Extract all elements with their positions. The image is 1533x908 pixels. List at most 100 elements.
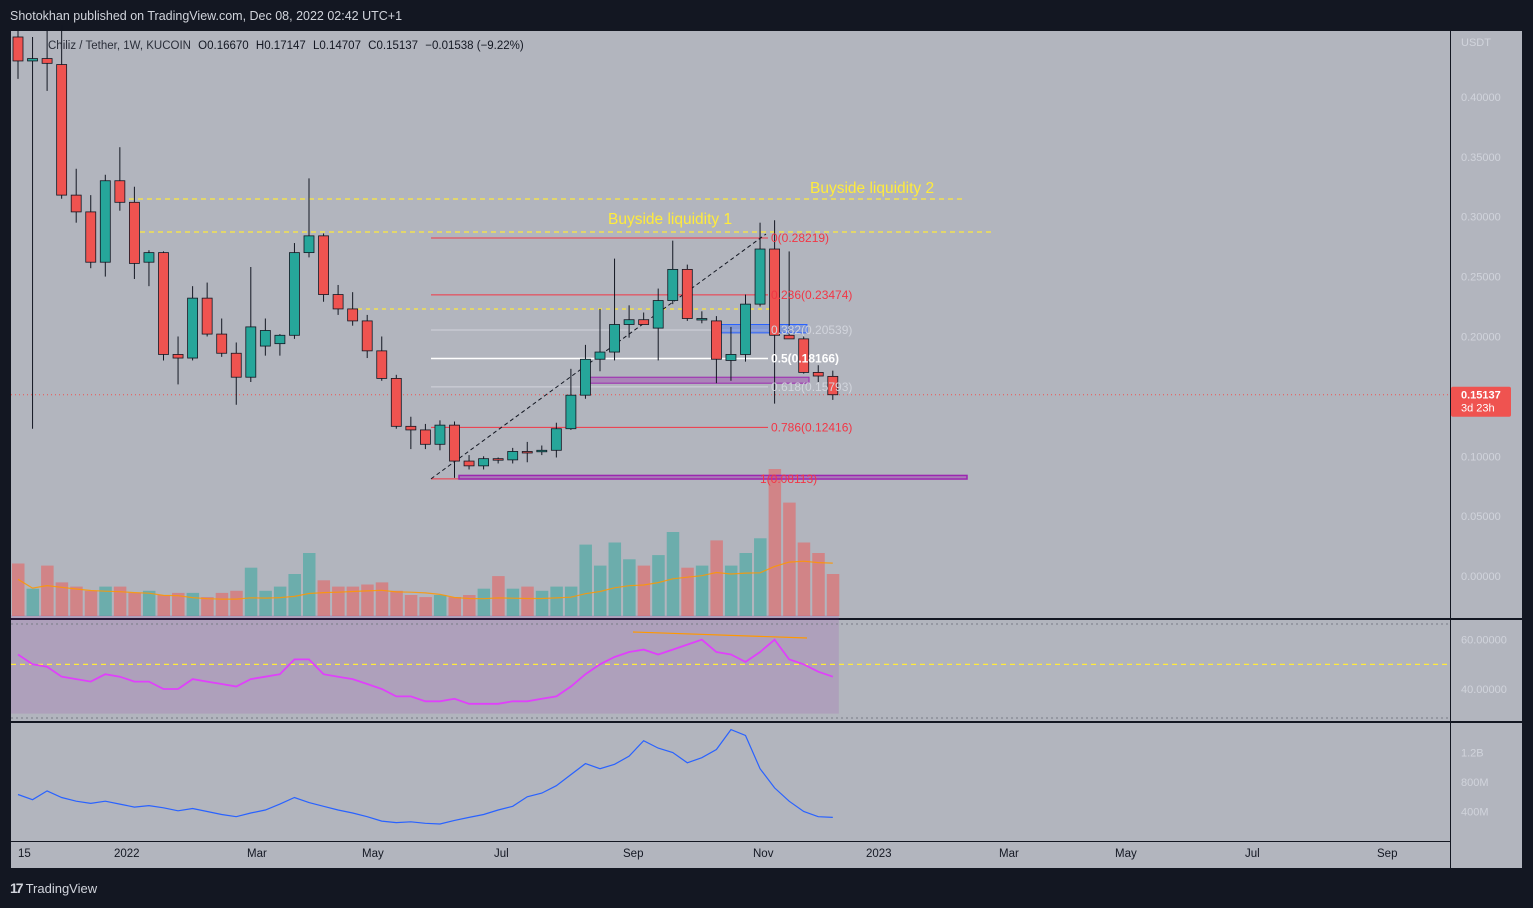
candle-body (70, 194, 82, 213)
time-tick-label: Mar (999, 848, 1019, 860)
candle-body (478, 458, 490, 467)
candle-body (143, 252, 155, 263)
price-tick-label: 0.30000 (1461, 212, 1501, 224)
volume-bar (550, 586, 563, 616)
volume-bar (463, 595, 476, 616)
price-tick-label: 0.40000 (1461, 92, 1501, 104)
candle-body (27, 58, 38, 62)
candle-body (114, 180, 126, 203)
rsi-divergence-line (632, 631, 808, 639)
symbol-legend[interactable]: Chiliz / Tether, 1W, KUCOIN O0.16670 H0.… (48, 40, 528, 52)
candle-body (754, 248, 766, 305)
volume-bar (768, 469, 782, 616)
volume-bar (535, 590, 549, 616)
obv-layer (17, 728, 833, 825)
candle-body (216, 333, 228, 354)
candle-body (565, 394, 577, 430)
candle-body (492, 458, 504, 461)
time-tick-label: Jul (1245, 848, 1260, 860)
price-tick-label: 0.10000 (1461, 451, 1501, 463)
buyside-liquidity-2-label: Buyside liquidity 2 (810, 180, 934, 197)
last-price-tag (1451, 386, 1511, 417)
candle-body (85, 211, 97, 263)
candle-body (725, 354, 737, 361)
candle-body (361, 320, 373, 352)
volume-bar (142, 590, 156, 616)
obv-tick-label: 800M (1461, 777, 1489, 789)
volume-bar (666, 532, 680, 616)
rsi-pane[interactable] (11, 620, 1450, 721)
price-tick-label: 0.35000 (1461, 152, 1501, 164)
volume-bar (826, 574, 840, 616)
volume-bar (448, 597, 461, 616)
obv-line (17, 728, 833, 825)
candle-body (449, 424, 460, 462)
candle-body (638, 319, 650, 325)
top-bar: Shotokhan published on TradingView.com, … (0, 0, 1533, 30)
time-tick-label: Sep (623, 848, 643, 860)
candle-body (390, 378, 402, 427)
candle-body (536, 449, 548, 453)
candle-body (507, 451, 519, 461)
candle-body (347, 308, 359, 322)
volume-bar (55, 582, 69, 616)
time-tick-label: Nov (753, 848, 774, 860)
candle-body (172, 354, 184, 359)
candle-body (696, 318, 708, 321)
time-tick-label: May (1115, 848, 1137, 860)
candle-body (812, 372, 824, 377)
volume-bar (215, 592, 229, 616)
volume-bar (739, 553, 752, 616)
close-value: 0.15137 (376, 40, 419, 52)
volume-bar (812, 553, 825, 616)
volume-bar (172, 592, 185, 616)
buyside-liquidity-1-label: Buyside liquidity 1 (608, 211, 732, 228)
candle-body (463, 460, 475, 467)
fib-label: 0.236(0.23474) (771, 288, 852, 302)
candle-body (769, 248, 780, 336)
volume-bar (99, 586, 112, 616)
price-tick-label: 0.05000 (1461, 511, 1501, 523)
volume-bar (41, 565, 54, 616)
candle-body (201, 297, 213, 335)
candle-body (318, 235, 329, 295)
candle-body (41, 58, 53, 64)
time-tick-label: May (362, 848, 384, 860)
candle-body (594, 351, 606, 360)
volume-bar (681, 567, 694, 616)
time-tick-label: Jul (494, 848, 509, 860)
rsi-line (17, 638, 834, 705)
obv-pane[interactable] (11, 723, 1450, 841)
volume-bar (128, 592, 141, 616)
price-scale[interactable] (1451, 31, 1522, 868)
open-label: O (198, 40, 208, 52)
fib-label: 0(0.28219) (771, 231, 829, 245)
volume-bar (521, 586, 534, 616)
volume-bar (477, 588, 491, 616)
candle-body (740, 303, 751, 355)
fib-label: 0.786(0.12416) (771, 420, 852, 434)
candle-body (521, 451, 533, 454)
fib-trend-line (430, 233, 767, 480)
volume-bar (12, 563, 25, 616)
candle-layer (12, 13, 839, 478)
tradingview-logo[interactable]: 17 TradingView (10, 880, 97, 896)
time-axis[interactable] (11, 841, 1450, 868)
candle-body (783, 334, 795, 340)
volume-bar (594, 565, 607, 616)
volume-bar (695, 565, 709, 616)
volume-bar (332, 586, 345, 616)
volume-bar (404, 595, 418, 616)
symbol-title[interactable]: Chiliz / Tether, 1W, KUCOIN (48, 40, 191, 52)
fib-label: 0.382(0.20539) (771, 323, 852, 337)
candle-body (376, 350, 388, 379)
time-tick-label: Mar (247, 848, 267, 860)
volume-bar (637, 565, 651, 616)
high-label: H (255, 40, 265, 52)
close-label: C (368, 40, 377, 52)
change-value: −0.01538 (−9.22%) (425, 40, 524, 52)
low-label: L (312, 40, 320, 52)
volume-bar (303, 553, 316, 616)
candle-body (56, 64, 68, 196)
